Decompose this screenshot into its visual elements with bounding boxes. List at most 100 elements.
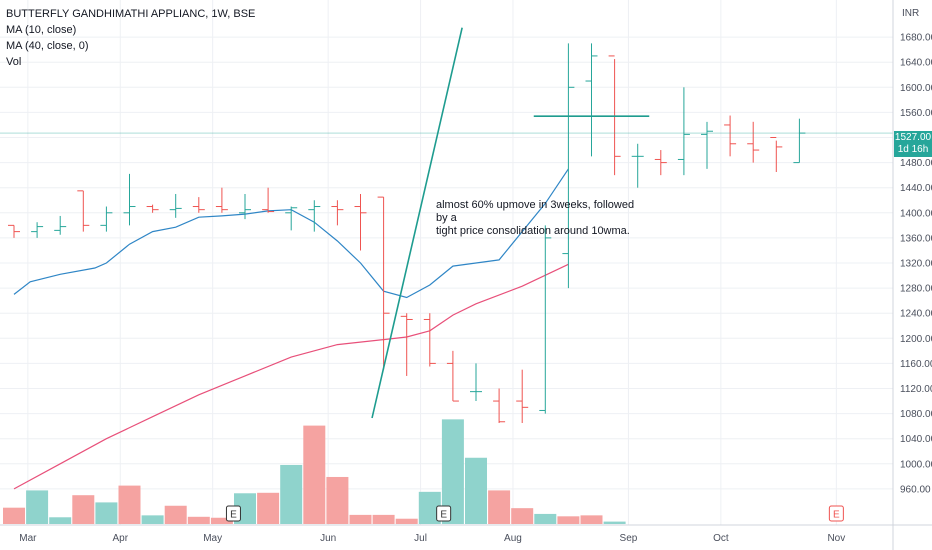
ohlc-bar [169,193,182,218]
ohlc-bar [123,173,136,226]
ohlc-bar [31,222,44,238]
ohlc-bar [654,150,667,176]
ohlc-bar [516,369,529,424]
earnings-marker-label: E [833,510,840,521]
earnings-marker-box [828,505,844,522]
volume-bar [210,517,233,524]
ohlc-bar [77,190,90,232]
vol-legend[interactable]: Vol [6,56,22,68]
x-tick-label: Aug [504,533,522,544]
ohlc-bar [215,187,228,213]
ohlc-bar [446,350,459,402]
ohlc-bar [747,121,760,163]
ohlc-bar [423,313,436,367]
y-tick-label: 1560.00 [900,108,932,119]
ohlc-bar [677,87,690,176]
volume-bar [441,419,464,524]
volume-bar [26,490,49,524]
ohlc-bar [354,193,367,251]
y-tick-label: 1040.00 [900,434,932,445]
ohlc-bar [724,115,737,157]
y-tick-label: 960.00 [900,484,931,495]
x-tick-label: Nov [827,533,845,544]
y-tick-label: 1120.00 [900,384,932,395]
trend-line [371,27,463,419]
ohlc-bar [331,200,344,226]
y-tick-label: 1360.00 [900,233,932,244]
y-tick-label: 1440.00 [900,183,932,194]
earnings-marker: E [828,505,844,522]
ma40-line [13,263,569,490]
volume-bar [557,516,580,524]
symbol-title[interactable]: BUTTERFLY GANDHIMATHI APPLIANC, 1W, BSE [6,8,256,20]
volume-bar [72,495,95,524]
ohlc-bar [608,55,621,176]
text-annotation[interactable]: almost 60% upmove in 3weeks, followed by… [436,199,636,238]
y-tick-label: 1400.00 [900,208,932,219]
volume-bar [372,514,395,524]
volume-bars [3,419,626,524]
ohlc-bar [377,196,390,370]
volume-bar [326,476,349,524]
ohlc-bar [400,313,413,376]
drawings [0,27,893,419]
volume-bar [303,425,326,524]
last-price-value: 1527.00 [894,132,932,143]
ohlc-bar [631,143,644,188]
earnings-marker: E [436,505,452,522]
y-tick-label: 1600.00 [900,83,932,94]
y-tick-label: 1480.00 [900,158,932,169]
ma40-legend[interactable]: MA (40, close, 0) [6,40,89,52]
volume-bar [418,491,441,524]
ohlc-bar [562,43,575,289]
volume-bar [488,490,511,524]
y-tick-label: 1680.00 [900,33,932,44]
ma40-series [13,263,569,490]
x-tick-label: May [203,533,222,544]
x-tick-label: Mar [19,533,37,544]
annotation-line-1: almost 60% upmove in 3weeks, followed by… [436,199,635,224]
x-tick-label: Oct [713,533,729,544]
y-tick-label: 1000.00 [900,459,932,470]
ohlc-bar [239,193,251,220]
ma10-legend[interactable]: MA (10, close) [6,24,77,36]
ohlc-bar [192,197,205,213]
volume-bar [280,464,303,524]
x-tick-label: Jun [320,533,336,544]
earnings-marker-box [225,505,241,522]
y-tick-label: 1200.00 [900,334,932,345]
volume-bar [118,485,141,524]
ohlc-bar [770,137,783,173]
volume-bar [141,515,164,524]
ohlc-bar [793,118,806,164]
y-tick-label: 1640.00 [900,58,932,69]
ohlc-bar [146,204,159,213]
chart-legend: BUTTERFLY GANDHIMATHI APPLIANC, 1W, BSE … [6,6,255,70]
volume-bar [49,517,72,524]
earnings-marker-label: E [440,510,447,521]
ohlc-bar [539,225,552,414]
volume-bar [257,492,280,524]
annotation-line-2: tight price consolidation around 10wma. [436,225,630,237]
volume-bar [187,516,210,524]
x-tick-label: Jul [414,533,427,544]
volume-bar [580,515,603,524]
last-price-tag: 1527.00 1d 16h [894,131,932,157]
ohlc-bar [8,224,20,238]
x-axis[interactable]: Mar Apr May Jun Jul Aug Sep Oct Nov [0,524,932,544]
x-tick-label: Apr [112,533,128,544]
x-tick-label: Sep [620,533,638,544]
y-tick-label: 1240.00 [900,309,932,320]
volume-bar [3,507,25,524]
volume-bar [465,457,487,524]
volume-bar [395,518,418,524]
volume-bar [164,505,187,524]
y-axis-unit: INR [902,8,919,19]
y-tick-label: 1320.00 [900,259,932,270]
bar-countdown: 1d 16h [897,144,929,155]
y-axis[interactable]: INR 960.00 1000.00 1040.00 1080.00 1120.00 116… [892,0,932,550]
volume-bar [349,514,372,524]
earnings-marker-label: E [230,510,237,521]
